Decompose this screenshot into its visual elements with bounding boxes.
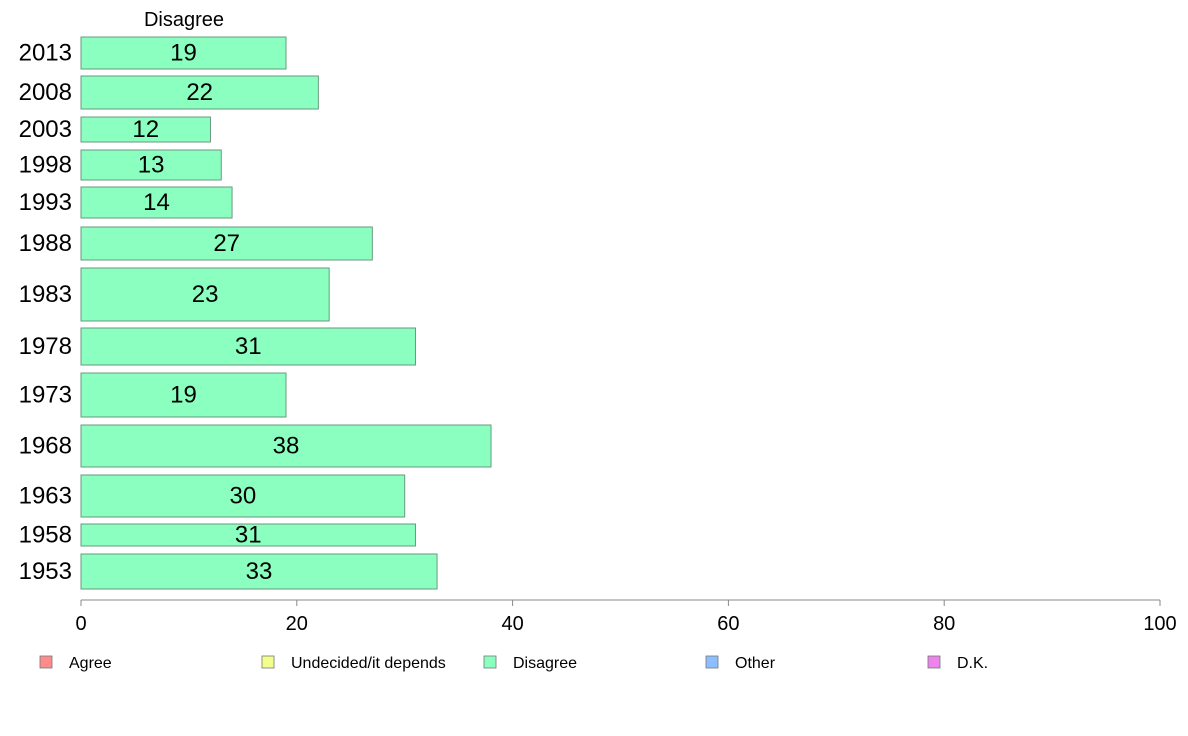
legend-swatch-2 [483, 655, 497, 669]
bar-1988 [80, 226, 373, 261]
category-label-2013: 2013 [19, 40, 72, 67]
x-axis: 0 20 40 60 80 100 [75, 599, 1177, 635]
category-label-1988: 1988 [19, 230, 72, 257]
legend-label-1: Undecided/it depends [291, 655, 446, 672]
bar-1998 [80, 149, 222, 181]
legend-label-3: Other [735, 655, 776, 672]
category-label-1973: 1973 [19, 382, 72, 409]
legend-swatch-0 [39, 655, 53, 669]
value-label-2008: 22 [186, 79, 213, 106]
bar-1983 [80, 267, 330, 322]
value-label-2013: 19 [170, 40, 197, 67]
bar-1993 [80, 186, 233, 219]
bar-1973 [80, 372, 287, 418]
x-tick-label-100: 100 [1143, 613, 1176, 635]
bar-1978 [80, 327, 416, 366]
legend-swatch-3 [705, 655, 719, 669]
legend-swatch-1 [261, 655, 275, 669]
value-label-1953: 33 [246, 558, 273, 585]
category-label-1963: 1963 [19, 483, 72, 510]
bar-2013 [80, 36, 287, 70]
category-label-1958: 1958 [19, 522, 72, 549]
value-label-1983: 23 [192, 281, 219, 308]
legend-swatch-4 [927, 655, 941, 669]
bar-2008 [80, 75, 319, 110]
value-label-1963: 30 [229, 483, 256, 510]
bar-1968 [80, 424, 492, 468]
value-label-2003: 12 [132, 116, 159, 143]
bar-1958 [80, 523, 416, 547]
legend-label-4: D.K. [957, 655, 988, 672]
bar-2003 [80, 116, 211, 143]
value-label-1993: 14 [143, 189, 170, 216]
category-label-1968: 1968 [19, 433, 72, 460]
category-label-2008: 2008 [19, 79, 72, 106]
bar-1963 [80, 474, 406, 518]
value-label-1973: 19 [170, 382, 197, 409]
category-label-1998: 1998 [19, 152, 72, 179]
category-label-1983: 1983 [19, 281, 72, 308]
bars-group: 2013 19 2008 22 2003 12 1998 13 1993 14 1988 27 1983… [19, 36, 492, 590]
bar-1953 [80, 553, 438, 590]
x-tick-label-60: 60 [717, 613, 739, 635]
x-tick-label-80: 80 [933, 613, 955, 635]
category-label-1953: 1953 [19, 558, 72, 585]
value-label-1968: 38 [273, 433, 300, 460]
x-tick-label-40: 40 [501, 613, 523, 635]
value-label-1958: 31 [235, 522, 262, 549]
legend-label-2: Disagree [513, 655, 577, 672]
legend: Agree Undecided/it depends Disagree Other D.… [39, 655, 988, 672]
category-label-1993: 1993 [19, 189, 72, 216]
x-tick-label-20: 20 [286, 613, 308, 635]
value-label-1988: 27 [213, 230, 240, 257]
category-label-1978: 1978 [19, 333, 72, 360]
value-label-1998: 13 [138, 152, 165, 179]
x-tick-label-0: 0 [75, 613, 86, 635]
legend-label-0: Agree [69, 655, 112, 672]
value-label-1978: 31 [235, 333, 262, 360]
panel-title: Disagree [144, 9, 224, 31]
category-label-2003: 2003 [19, 116, 72, 143]
